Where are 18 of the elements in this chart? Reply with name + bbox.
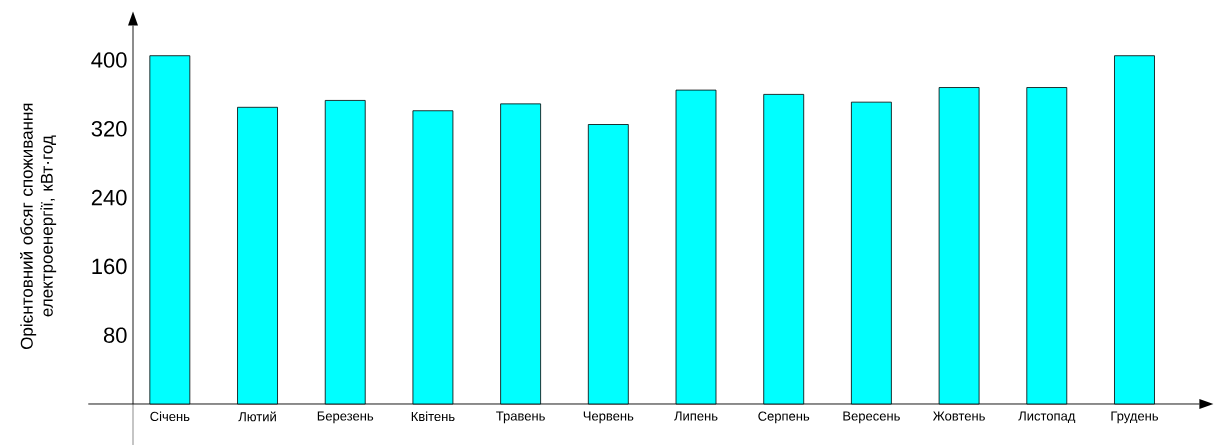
y-tick-label: 400 [91, 52, 127, 68]
y-tick-label: 80 [103, 327, 127, 343]
x-tick-label: Березень [317, 411, 374, 424]
x-tick-label: Травень [496, 411, 545, 424]
y-tick-label: 320 [91, 121, 127, 137]
x-tick-label: Червень [583, 411, 634, 424]
x-tick-label: Січень [150, 411, 190, 422]
x-tick-label: Вересень [843, 411, 900, 424]
x-tick-label: Листопад [1018, 411, 1076, 424]
x-tick-label: Серпень [758, 411, 810, 424]
x-tick-label: Липень [674, 411, 718, 421]
y-tick-label: 240 [91, 189, 127, 206]
x-tick-label: Квітень [411, 411, 455, 422]
x-tick-label: Лютий [238, 411, 276, 422]
y-axis-title: Орієнтовний обсяг споживання електроенергії, кВт·год [20, 103, 57, 350]
x-tick-label: Жовтень [932, 411, 985, 421]
x-tick-label: Грудень [1111, 411, 1159, 424]
y-tick-label: 160 [92, 258, 127, 275]
